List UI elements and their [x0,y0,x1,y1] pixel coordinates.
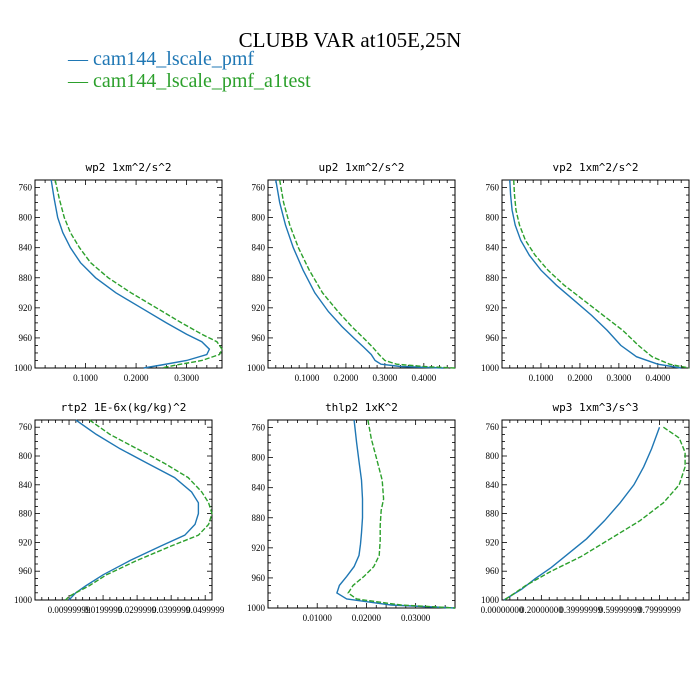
y-tick-label: 1000 [14,363,33,373]
x-tick-label: 0.4000 [411,373,436,383]
y-tick-label: 1000 [481,595,500,605]
y-tick-label: 800 [252,453,266,463]
panel-title-2: up2 1xm^2/s^2 [318,161,404,174]
figure-title: CLUBB VAR at105E,25N [238,28,462,52]
y-tick-label: 960 [486,566,500,576]
y-tick-label: 840 [252,243,266,253]
x-tick-label: 0.0299999 [118,605,157,615]
x-tick-label: 0.03000 [401,613,431,623]
y-tick-label: 960 [252,333,266,343]
y-tick-label: 880 [252,273,266,283]
panel-frame-2 [267,179,456,369]
panel-title-1: wp2 1xm^2/s^2 [85,161,171,174]
y-tick-label: 880 [486,509,500,519]
panel-frame-3 [501,179,690,369]
panel-title-6: wp3 1xm^3/s^3 [552,401,638,414]
panel-title-3: vp2 1xm^2/s^2 [552,161,638,174]
panel-frame-5 [267,419,456,609]
y-tick-label: 880 [252,513,266,523]
panel-frame-6 [501,419,690,601]
y-tick-label: 800 [486,213,500,223]
y-tick-label: 960 [252,573,266,583]
y-tick-label: 960 [19,566,33,576]
x-tick-label: 0.20000000 [520,605,563,615]
y-tick-label: 800 [19,451,33,461]
x-tick-label: 0.3000 [607,373,632,383]
y-tick-label: 800 [19,213,33,223]
x-tick-label: 0.01000 [303,613,333,623]
series-line-1 [275,179,444,369]
y-tick-label: 920 [486,303,500,313]
x-tick-label: 0.39999999 [559,605,602,615]
x-tick-label: 0.0199999 [84,605,123,615]
x-tick-label: 0.2000 [124,373,149,383]
x-tick-label: 0.1000 [529,373,554,383]
y-tick-label: 960 [19,333,33,343]
y-tick-label: 840 [486,243,500,253]
x-tick-label: 0.2000 [334,373,359,383]
y-tick-label: 1000 [481,363,500,373]
y-tick-label: 840 [19,480,33,490]
y-tick-label: 920 [252,543,266,553]
y-tick-label: 760 [252,423,266,433]
x-tick-label: 0.3000 [373,373,398,383]
x-tick-label: 0.3000 [174,373,199,383]
x-tick-label: 0.1000 [73,373,98,383]
y-tick-label: 920 [19,303,33,313]
y-tick-label: 760 [252,183,266,193]
series-line-1 [50,179,211,369]
panel-frame-1 [34,179,223,369]
y-tick-label: 1000 [14,595,33,605]
series-line-2 [54,179,223,369]
y-tick-label: 800 [252,213,266,223]
x-tick-label: 0.0399999 [152,605,191,615]
series-line-2 [513,179,690,369]
y-tick-label: 920 [252,303,266,313]
x-tick-label: 0.59999999 [599,605,642,615]
legend-entry-1: — cam144_lscale_pmf [68,48,255,70]
series-line-2 [503,426,686,601]
legend-entry-2: — cam144_lscale_pmf_a1test [68,70,311,92]
y-tick-label: 1000 [247,603,266,613]
panel-title-5: thlp2 1xK^2 [325,401,398,414]
x-tick-label: 0.2000 [568,373,593,383]
x-tick-label: 0.1000 [295,373,320,383]
x-tick-label: 0.79999999 [638,605,681,615]
y-tick-label: 760 [19,422,33,432]
y-tick-label: 1000 [247,363,266,373]
y-tick-label: 760 [486,183,500,193]
y-tick-label: 840 [486,480,500,490]
panel-frame-4 [34,419,213,601]
x-tick-label: 0.00999999 [48,605,91,615]
y-tick-label: 880 [19,273,33,283]
y-tick-label: 880 [486,273,500,283]
series-line-1 [68,419,200,601]
series-line-1 [503,426,661,601]
series-line-1 [336,419,456,609]
y-tick-label: 920 [486,537,500,547]
series-line-2 [347,419,456,609]
legend-label-1: cam144_lscale_pmf [93,48,255,70]
y-tick-label: 840 [252,483,266,493]
y-tick-label: 920 [19,537,33,547]
legend-label-2: cam144_lscale_pmf_a1test [93,70,311,92]
y-tick-label: 800 [486,451,500,461]
x-tick-label: 0.02000 [352,613,382,623]
series-line-2 [65,419,213,601]
y-tick-label: 760 [19,183,33,193]
y-tick-label: 960 [486,333,500,343]
series-line-1 [509,179,682,369]
y-tick-label: 840 [19,243,33,253]
panel-title-4: rtp2 1E-6x(kg/kg)^2 [61,401,187,414]
series-line-2 [279,179,456,369]
x-tick-label: 0.00000000 [481,605,524,615]
x-tick-label: 0.4000 [645,373,670,383]
y-tick-label: 880 [19,509,33,519]
y-tick-label: 760 [486,422,500,432]
x-tick-label: 0.0499999 [186,605,225,615]
